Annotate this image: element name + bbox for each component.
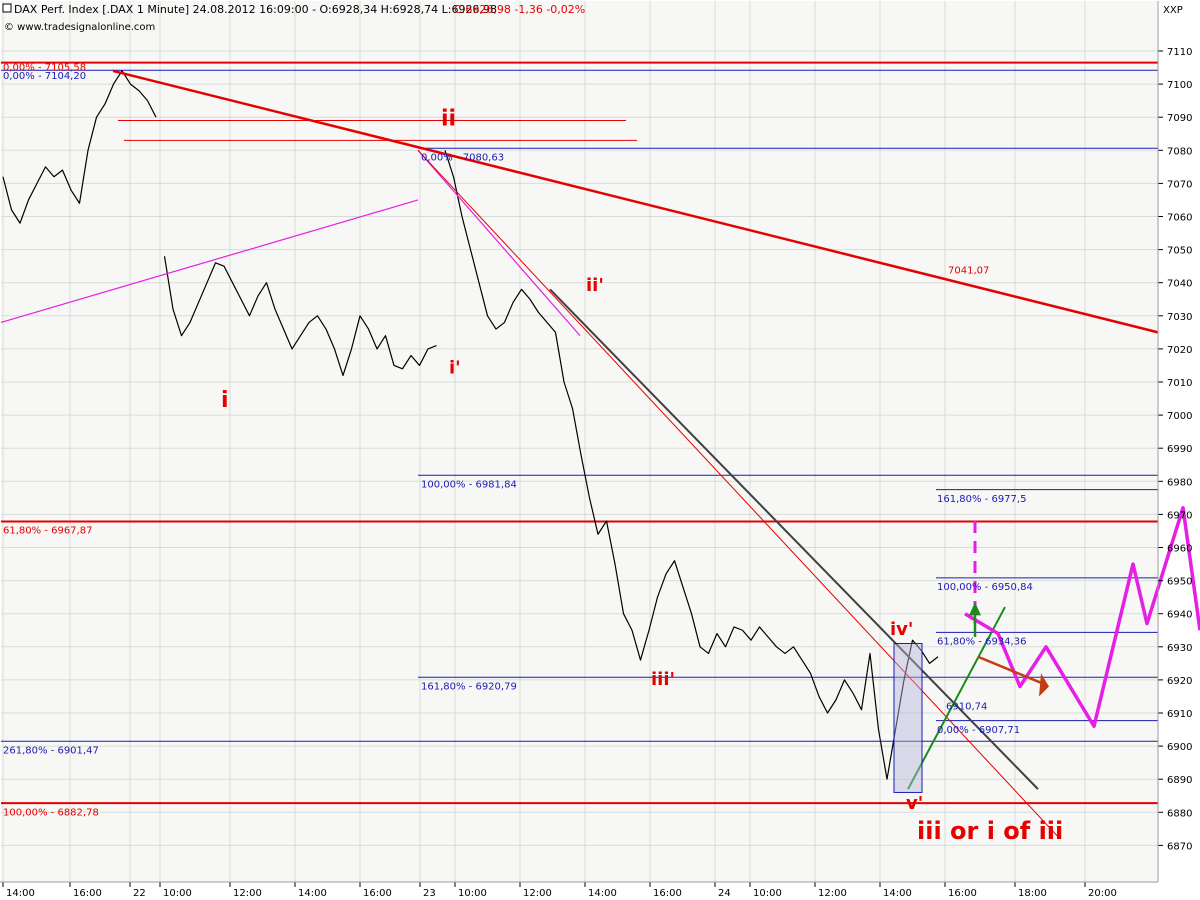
- wave-label-iii-prime: iii': [651, 669, 675, 690]
- y-tick-label: 7110: [1167, 47, 1192, 58]
- reference-lines: [1, 61, 1158, 805]
- price-line-23-aug: [163, 256, 437, 376]
- fib-label-6981: 100,00% - 6981,84: [421, 479, 517, 490]
- x-tick-label: 22: [133, 888, 146, 899]
- y-tick-label: 6930: [1167, 643, 1192, 654]
- x-tick-label: 16:00: [653, 888, 682, 899]
- x-tick-label: 18:00: [1018, 888, 1047, 899]
- y-tick-label: 7090: [1167, 113, 1192, 124]
- x-tick-label: 10:00: [458, 888, 487, 899]
- chart-title: DAX Perf. Index [.DAX 1 Minute] 24.08.20…: [14, 3, 497, 16]
- y-tick-label: 6880: [1167, 808, 1192, 819]
- x-tick-label: 24: [718, 888, 731, 899]
- ext-label-6934: 61,80% - 6934,36: [937, 637, 1026, 648]
- y-tick-label: 6900: [1167, 742, 1192, 753]
- x-tick-label: 16:00: [73, 888, 102, 899]
- y-tick-label: 7050: [1167, 246, 1192, 257]
- projection-path: [964, 506, 1200, 728]
- fib-label-6967: 61,80% - 6967,87: [3, 526, 92, 537]
- source-credit: © www.tradesignalonline.com: [4, 22, 155, 33]
- y-tick-label: 6970: [1167, 510, 1192, 521]
- fib-label-7080: 0,00% - 7080,63: [421, 152, 504, 163]
- wave-label-iv-prime: iv': [890, 619, 913, 640]
- price-series: [2, 70, 939, 780]
- y-tick-label: 7030: [1167, 312, 1192, 323]
- x-tick-label: 16:00: [948, 888, 977, 899]
- red-thin-trendline: [417, 149, 1061, 840]
- low-value-label: 6910,74: [946, 702, 987, 713]
- wave-label-iii-or-i-of-iii: iii or i of iii: [917, 817, 1063, 845]
- fib-label-top-b: 0,00% - 7104,20: [3, 71, 86, 82]
- grey-trendline: [549, 288, 1039, 790]
- x-tick-label: 10:00: [163, 888, 192, 899]
- x-axis-panel: [0, 882, 1200, 900]
- wave-label-i-prime: i': [449, 358, 461, 379]
- y-tick-label: 6990: [1167, 444, 1192, 455]
- main-downtrend-line: [112, 69, 1159, 334]
- magenta-trendline: [0, 199, 419, 323]
- axes: 7110 7100 7090 7080 7070 7060 7050 7040 7030 7020…: [2, 47, 1192, 899]
- x-tick-label: 12:00: [233, 888, 262, 899]
- fib-label-6882: 100,00% - 6882,78: [3, 807, 99, 818]
- ext-label-6907: 0,00% - 6907,71: [937, 725, 1020, 736]
- y-tick-label: 6980: [1167, 477, 1192, 488]
- close-change-text: C:6926,98 -1,36 -0,02%: [454, 3, 585, 16]
- wave-label-ii-prime: ii': [586, 275, 604, 296]
- x-tick-label: 14:00: [298, 888, 327, 899]
- y-tick-label: 7080: [1167, 146, 1192, 157]
- x-tick-label: 14:00: [588, 888, 617, 899]
- chart-menu-icon[interactable]: [2, 3, 12, 13]
- y-tick-label: 6870: [1167, 841, 1192, 852]
- ext-label-6977: 161,80% - 6977,5: [937, 494, 1026, 505]
- x-tick-label: 14:00: [883, 888, 912, 899]
- price-line-24-aug: [444, 150, 939, 780]
- y-tick-label: 6940: [1167, 610, 1192, 621]
- y-tick-label: 6960: [1167, 544, 1192, 555]
- x-tick-label: 20:00: [1088, 888, 1117, 899]
- orange-arrow-shaft: [977, 655, 1043, 685]
- wave-iv-box: [893, 642, 923, 793]
- fib-label-top-a: 0,00% - 7105,58: [3, 63, 86, 74]
- y-tick-label: 6920: [1167, 676, 1192, 687]
- y-axis-panel: [1158, 1, 1199, 882]
- y-tick-label: 7010: [1167, 378, 1192, 389]
- x-tick-label: 16:00: [363, 888, 392, 899]
- y-tick-label: 7020: [1167, 345, 1192, 356]
- x-tick-label: 14:00: [6, 888, 35, 899]
- orange-arrow-head: [1039, 673, 1049, 697]
- y-tick-label: 7060: [1167, 213, 1192, 224]
- y-tick-label: 7100: [1167, 80, 1192, 91]
- x-tick-label: 23: [423, 888, 436, 899]
- magenta-channel-line: [417, 149, 581, 337]
- chart-labels: 0,00% - 7105,580,00% - 7104,20 0,00% - 70…: [3, 63, 1063, 845]
- y-tick-label: 7070: [1167, 179, 1192, 190]
- y-tick-label: 6910: [1167, 709, 1192, 720]
- trend-drawings: [0, 69, 1200, 840]
- wave-label-v-prime: v': [906, 793, 923, 814]
- fib-label-6901: 261,80% - 6901,47: [3, 746, 99, 757]
- wave-label-ii: ii: [441, 106, 456, 131]
- price-line-22-aug: [2, 70, 157, 224]
- x-tick-label: 12:00: [523, 888, 552, 899]
- wave-label-i: i: [221, 388, 229, 413]
- green-trendline: [907, 606, 1006, 790]
- corner-label: XXP: [1163, 5, 1183, 16]
- trendline-value-label: 7041,07: [948, 265, 989, 276]
- fib-label-6920: 161,80% - 6920,79: [421, 682, 517, 693]
- green-arrow-head: [969, 602, 981, 616]
- y-tick-label: 6950: [1167, 577, 1192, 588]
- y-tick-label: 6890: [1167, 775, 1192, 786]
- y-tick-label: 7040: [1167, 279, 1192, 290]
- ext-label-6950: 100,00% - 6950,84: [937, 582, 1033, 593]
- x-tick-label: 12:00: [818, 888, 847, 899]
- x-tick-label: 10:00: [753, 888, 782, 899]
- y-tick-label: 7000: [1167, 411, 1192, 422]
